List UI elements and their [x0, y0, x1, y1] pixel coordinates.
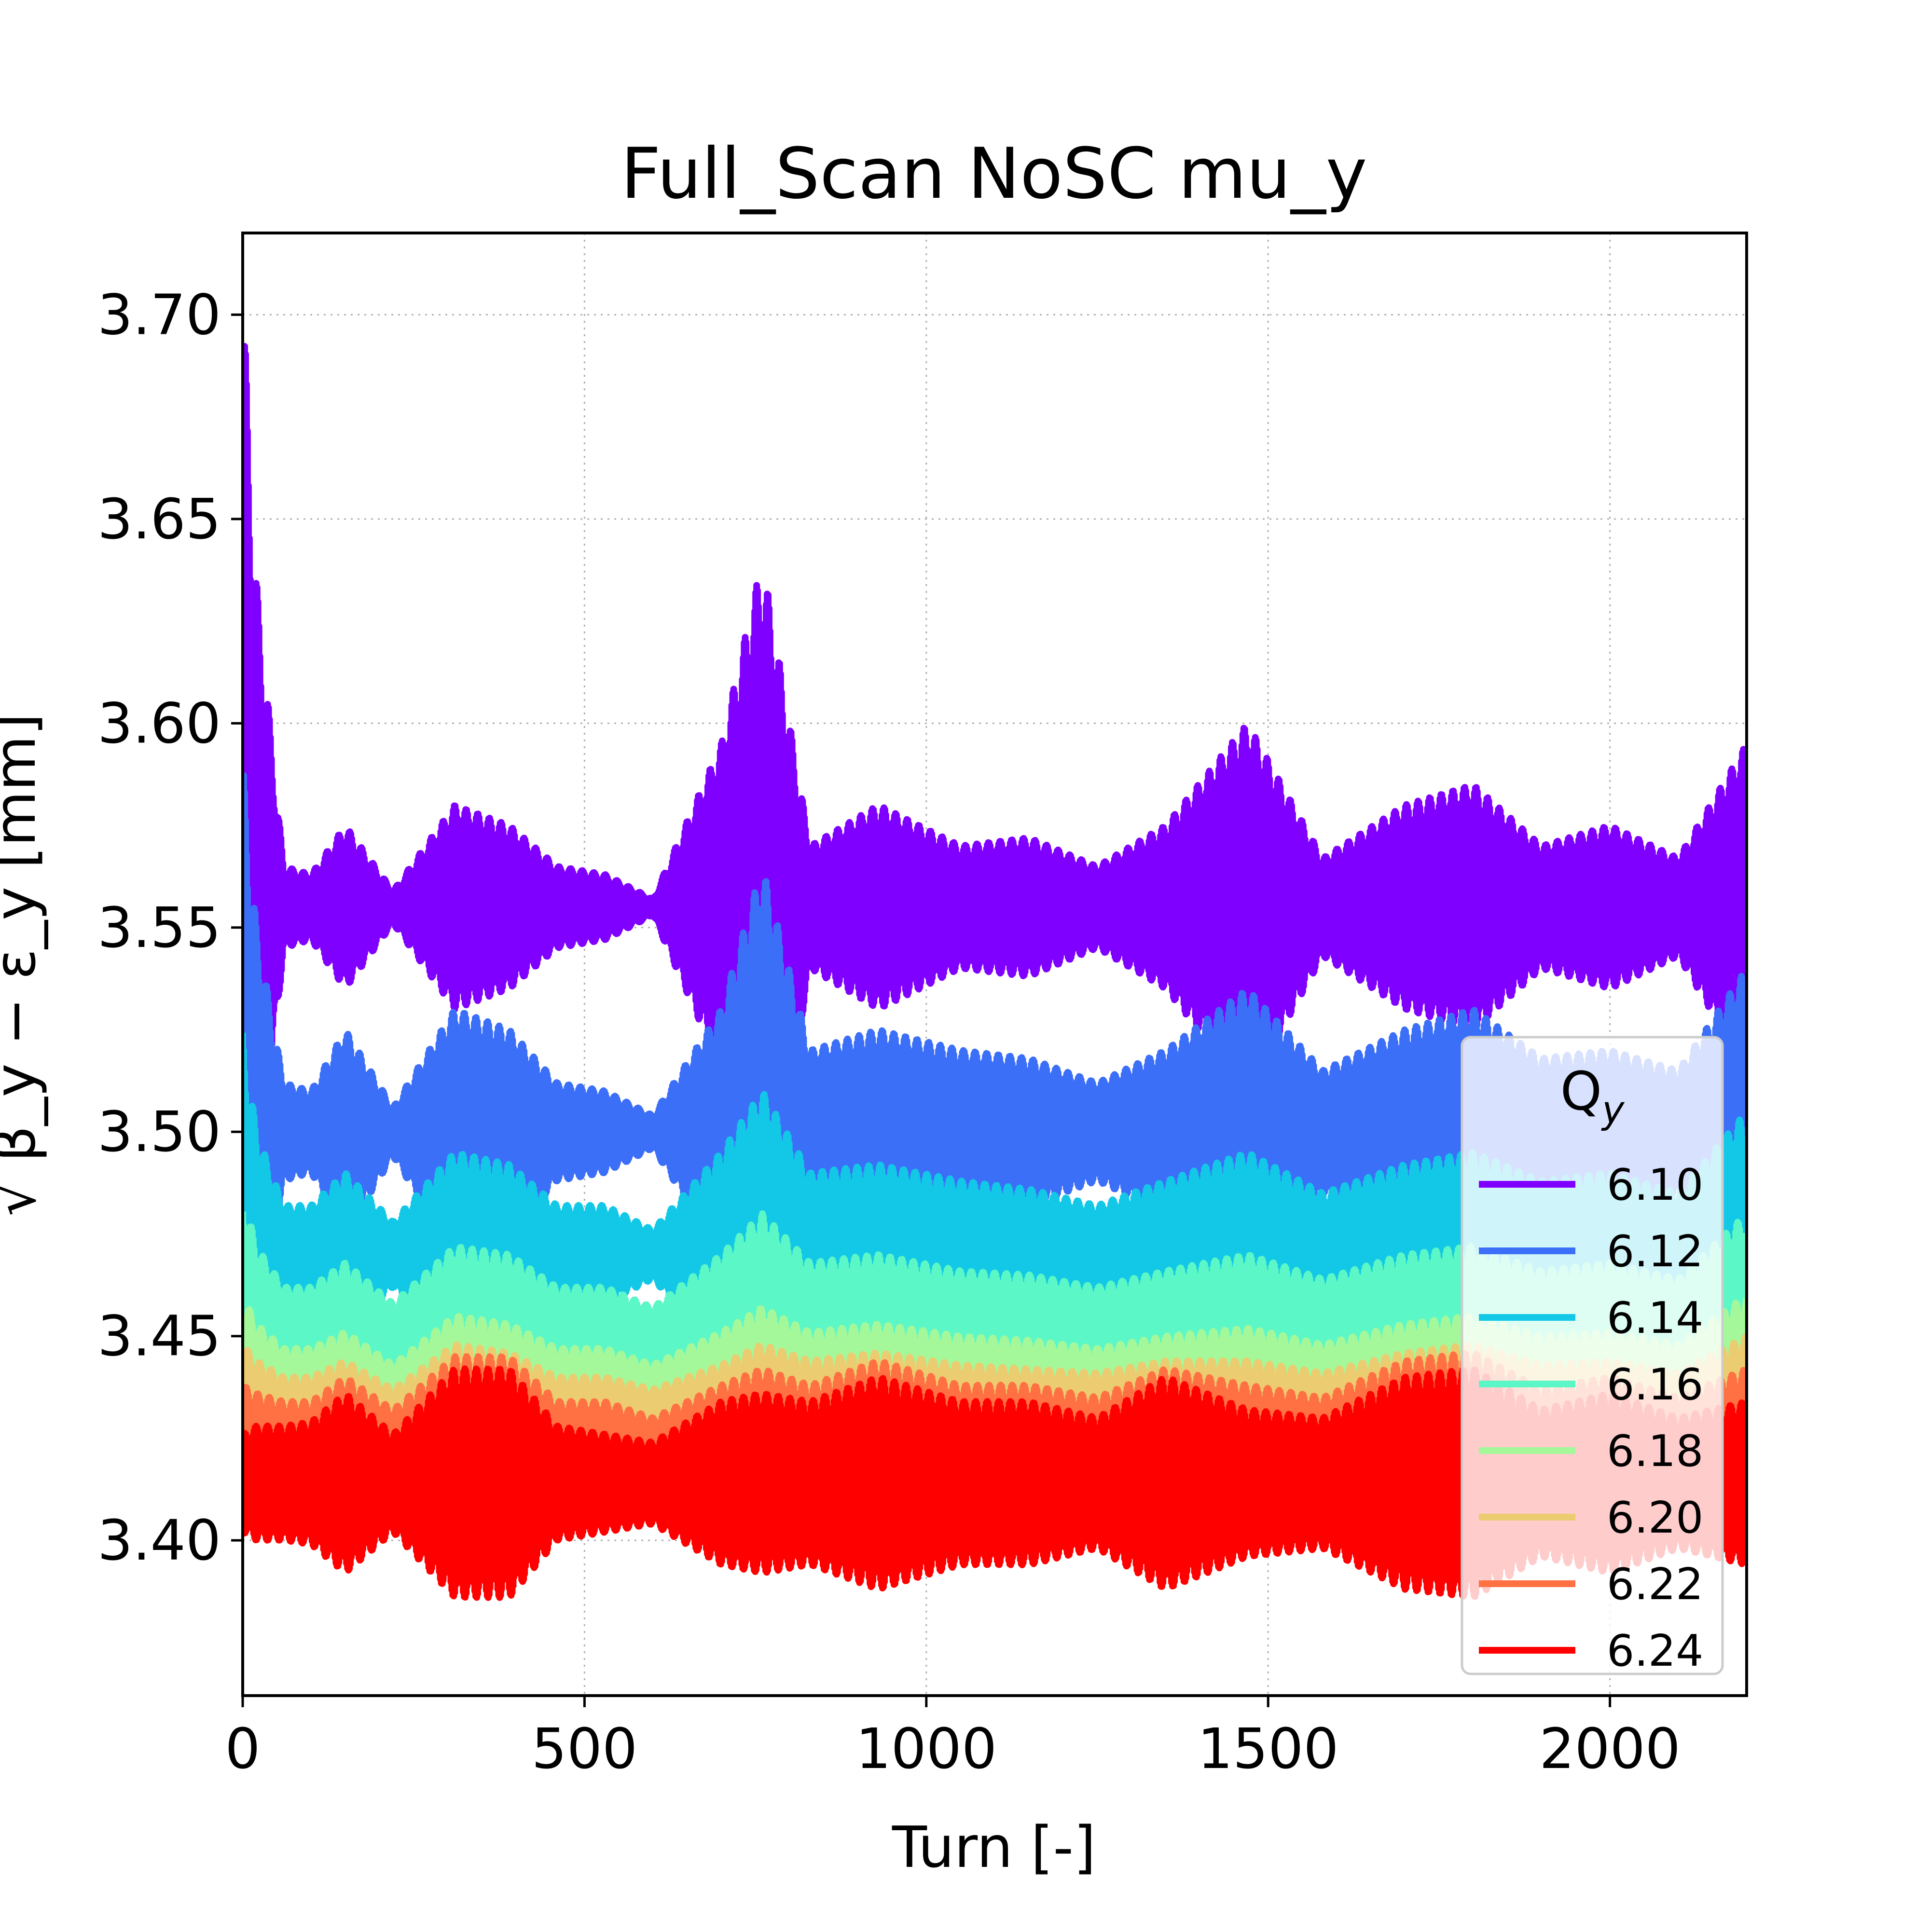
x-axis-ticks: 0 500 1000 1500 2000 [225, 1696, 1681, 1781]
x-tick-label: 1000 [855, 1717, 997, 1781]
legend-label: 6.10 [1607, 1160, 1703, 1210]
x-axis-label: Turn [-] [892, 1814, 1096, 1880]
y-axis-ticks: 3.40 3.45 3.50 3.55 3.60 3.65 3.70 [97, 283, 243, 1573]
legend-label: 6.22 [1607, 1559, 1703, 1610]
x-tick-label: 0 [225, 1717, 260, 1781]
x-tick-label: 500 [532, 1717, 638, 1781]
series-line-6-10 [243, 343, 1747, 1470]
y-tick-label: 3.45 [97, 1304, 221, 1369]
legend-label: 6.20 [1607, 1493, 1703, 1543]
plot-frame [241, 232, 1748, 1697]
y-axis-label: √ β_y − ε_y [mm] [0, 713, 48, 1217]
x-tick-label: 1500 [1198, 1717, 1339, 1781]
y-tick-label: 3.65 [97, 487, 221, 552]
x-tick-label: 2000 [1539, 1717, 1681, 1781]
legend-label: 6.12 [1607, 1226, 1703, 1277]
legend-label: 6.16 [1607, 1359, 1703, 1410]
y-tick-label: 3.60 [97, 691, 221, 756]
legend-label: 6.18 [1607, 1426, 1703, 1477]
y-tick-label: 3.40 [97, 1508, 221, 1573]
y-tick-label: 3.55 [97, 896, 221, 960]
y-tick-label: 3.50 [97, 1100, 221, 1165]
legend: Qy 6.10 6.12 6.14 6.16 6.18 6.20 6.22 6.24 [1461, 1036, 1724, 1676]
legend-items: 6.10 6.12 6.14 6.16 6.18 6.20 6.22 6.24 [1479, 1160, 1703, 1676]
legend-label: 6.24 [1607, 1626, 1703, 1676]
y-tick-label: 3.70 [97, 283, 221, 347]
legend-label: 6.14 [1607, 1293, 1703, 1343]
legend-title: Qy [1560, 1060, 1626, 1132]
chart-title: Full_Scan NoSC mu_y [620, 133, 1367, 215]
